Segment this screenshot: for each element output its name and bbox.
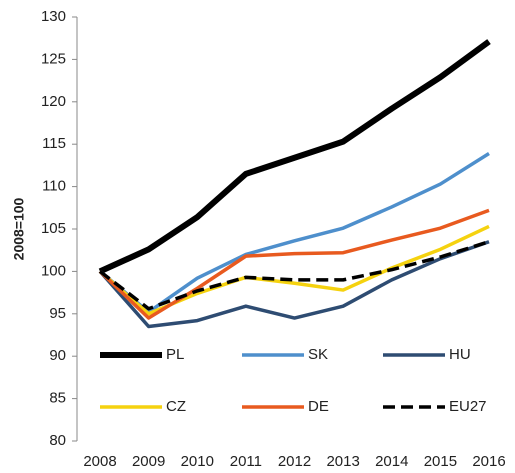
x-tick-label: 2009 [132, 453, 165, 470]
y-tick-label: 130 [41, 8, 66, 25]
x-tick-label: 2008 [83, 453, 116, 470]
x-tick-label: 2014 [375, 453, 408, 470]
line-series [98, 152, 490, 314]
y-tick-label: 100 [41, 262, 66, 279]
legend-label: CZ [166, 398, 186, 415]
x-tick-label: 2011 [230, 453, 262, 470]
line-series [98, 39, 491, 275]
line-series [98, 240, 490, 329]
legend-label: SK [308, 346, 328, 363]
y-tick-label: 120 [41, 93, 66, 110]
x-tick-label: 2013 [326, 453, 359, 470]
y-tick-label: 115 [42, 135, 66, 152]
y-axis-label: 2008=100 [11, 197, 27, 260]
legend-label: DE [308, 398, 329, 415]
x-tick-label: 2012 [278, 453, 311, 470]
x-tick-label: 2010 [181, 453, 214, 470]
legend-label: PL [166, 346, 184, 363]
y-tick-label: 90 [49, 347, 66, 364]
y-tick-label: 85 [49, 390, 66, 407]
y-tick-label: 110 [42, 178, 66, 195]
line-series [98, 240, 490, 311]
y-tick-label: 80 [49, 432, 66, 449]
line-series [98, 208, 490, 320]
legend-label: EU27 [449, 398, 487, 415]
y-tick-label: 105 [41, 220, 66, 237]
y-tick-label: 125 [41, 50, 66, 67]
x-tick-label: 2016 [472, 453, 505, 470]
legend-label: HU [449, 346, 471, 363]
y-tick-label: 95 [49, 305, 66, 322]
x-tick-label: 2015 [424, 453, 457, 470]
